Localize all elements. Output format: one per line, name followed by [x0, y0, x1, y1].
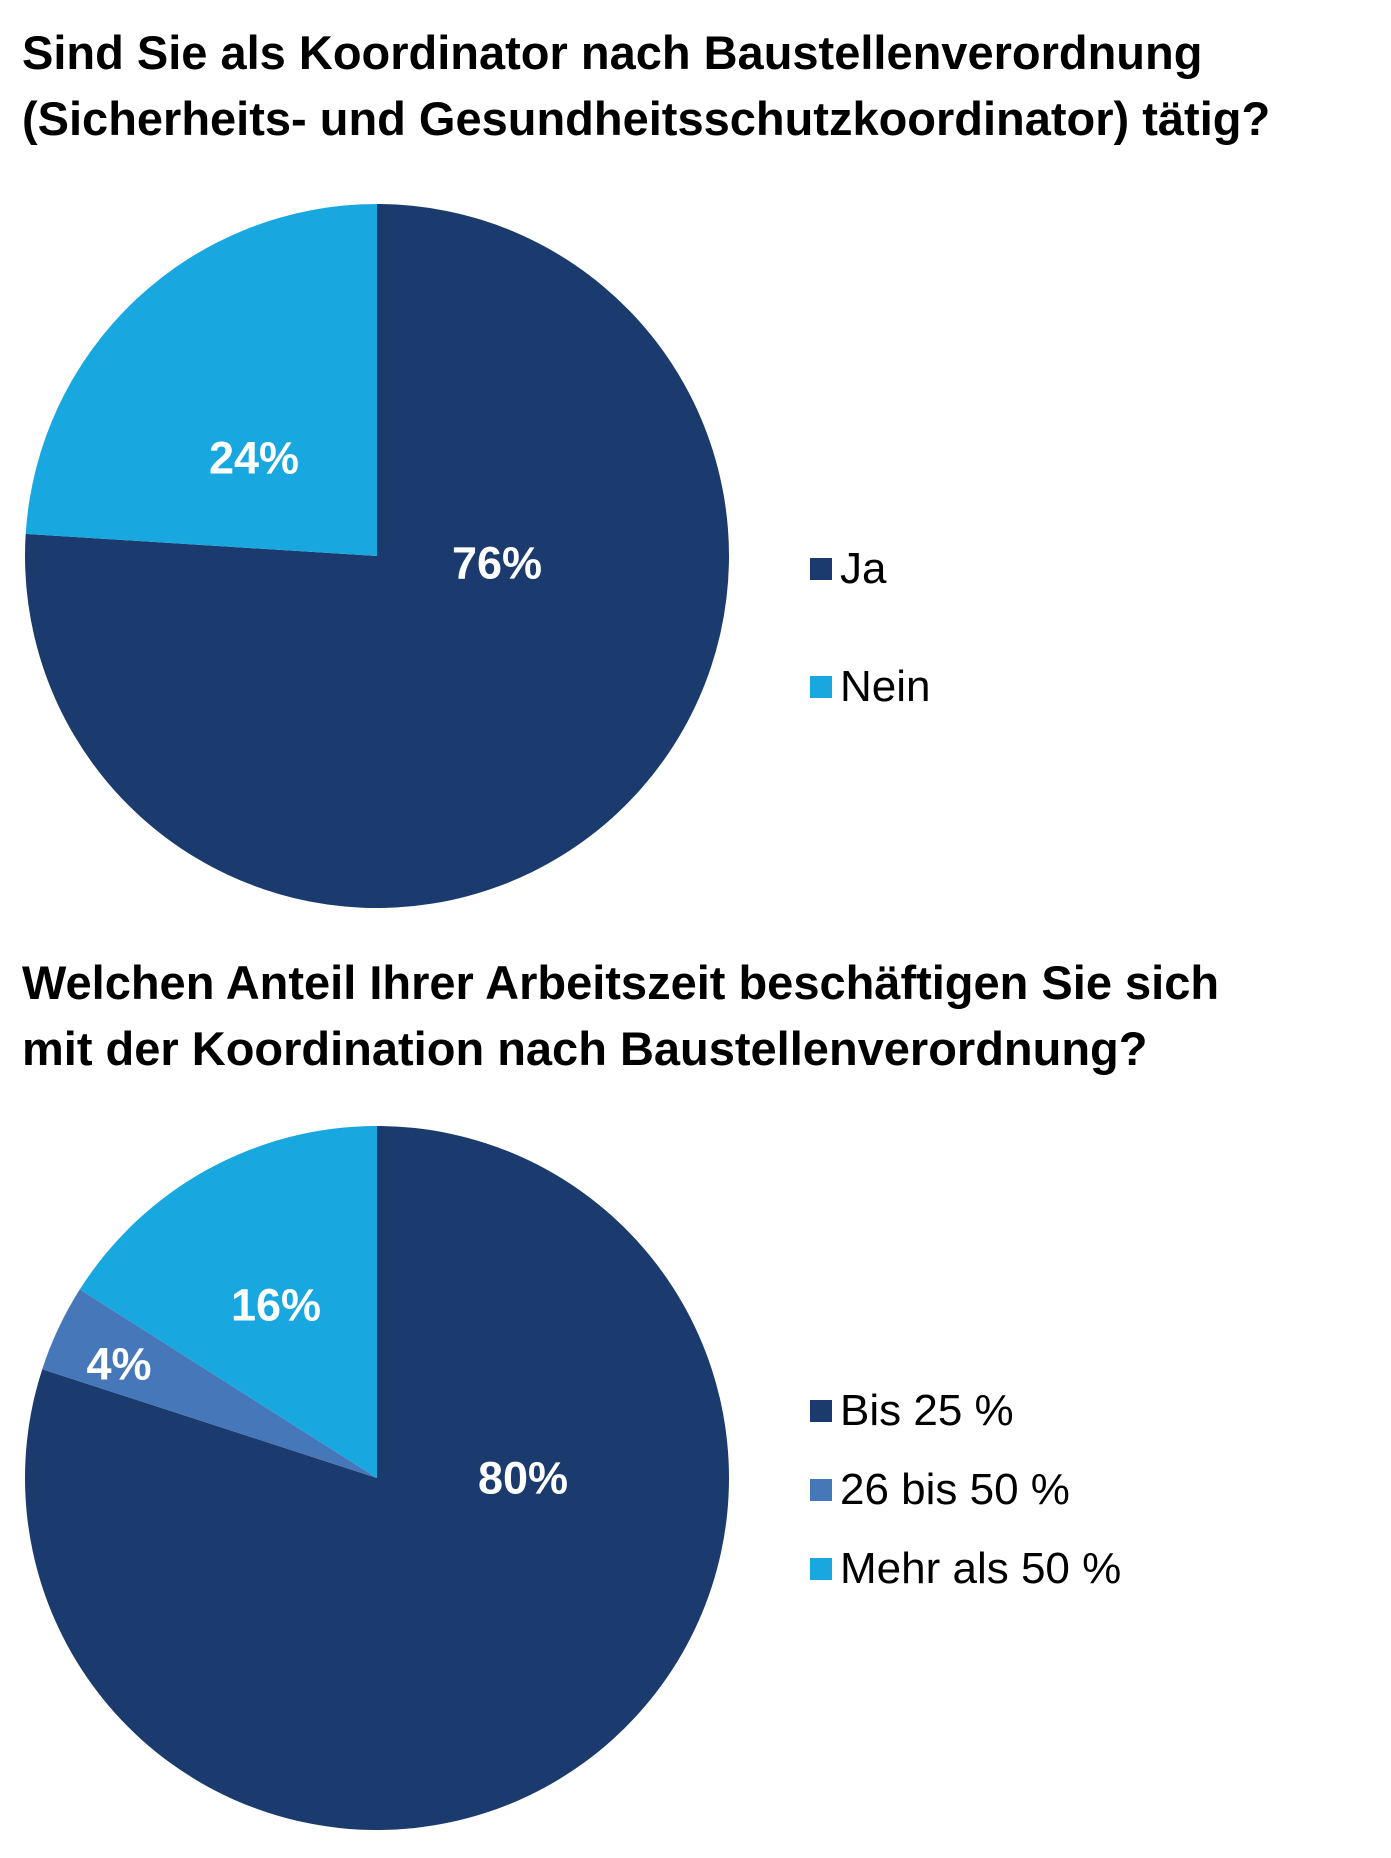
- slice-data-label: 24%: [209, 433, 299, 484]
- pie-slice: [42, 1289, 377, 1478]
- chart-title-line-2: mit der Koordination nach Baustellenvero…: [22, 1022, 1148, 1075]
- slice-data-label: 4%: [86, 1339, 151, 1390]
- pie-chart-working-time-share: Welchen Anteil Ihrer Arbeitszeit beschäf…: [0, 930, 1391, 1858]
- legend-swatch: [810, 1399, 832, 1422]
- chart-title-line-1: Welchen Anteil Ihrer Arbeitszeit beschäf…: [22, 956, 1220, 1009]
- chart-title: Sind Sie als Koordinator nach Baustellen…: [22, 20, 1382, 152]
- chart-legend: Bis 25 % 26 bis 50 % Mehr als 50 %: [810, 1371, 1121, 1608]
- slice-data-label: 80%: [478, 1453, 568, 1504]
- legend-label: 26 bis 50 %: [840, 1464, 1070, 1514]
- legend-label: Mehr als 50 %: [840, 1543, 1122, 1593]
- legend-item: Nein: [810, 628, 931, 746]
- legend-item: Ja: [810, 510, 931, 628]
- pie-chart-plot: 76% 24%: [25, 204, 730, 908]
- slice-data-label: 16%: [231, 1280, 321, 1331]
- legend-swatch: [810, 1557, 832, 1580]
- chart-title-line-1: Sind Sie als Koordinator nach Baustellen…: [22, 26, 1203, 79]
- legend-label: Ja: [840, 544, 887, 593]
- pie-chart-coordinator-role: Sind Sie als Koordinator nach Baustellen…: [22, 20, 1382, 908]
- legend-swatch: [810, 676, 832, 698]
- slice-data-label: 76%: [452, 538, 542, 589]
- legend-swatch: [810, 1478, 832, 1501]
- legend-swatch: [810, 558, 832, 580]
- legend-label: Bis 25 %: [840, 1385, 1014, 1435]
- pie-slice: [25, 204, 378, 556]
- legend-item: Bis 25 %: [810, 1371, 1121, 1450]
- legend-item: Mehr als 50 %: [810, 1529, 1121, 1608]
- legend-item: 26 bis 50 %: [810, 1450, 1121, 1529]
- chart-title-line-2: (Sicherheits- und Gesundheitsschutzkoord…: [22, 92, 1271, 145]
- chart-legend: Ja Nein: [810, 510, 931, 746]
- legend-label: Nein: [840, 662, 931, 711]
- pie-slice: [25, 1126, 730, 1830]
- chart-title: Welchen Anteil Ihrer Arbeitszeit beschäf…: [22, 950, 1382, 1082]
- pie-slice: [79, 1126, 377, 1478]
- pie-chart-plot: 80% 4% 16%: [25, 1126, 730, 1830]
